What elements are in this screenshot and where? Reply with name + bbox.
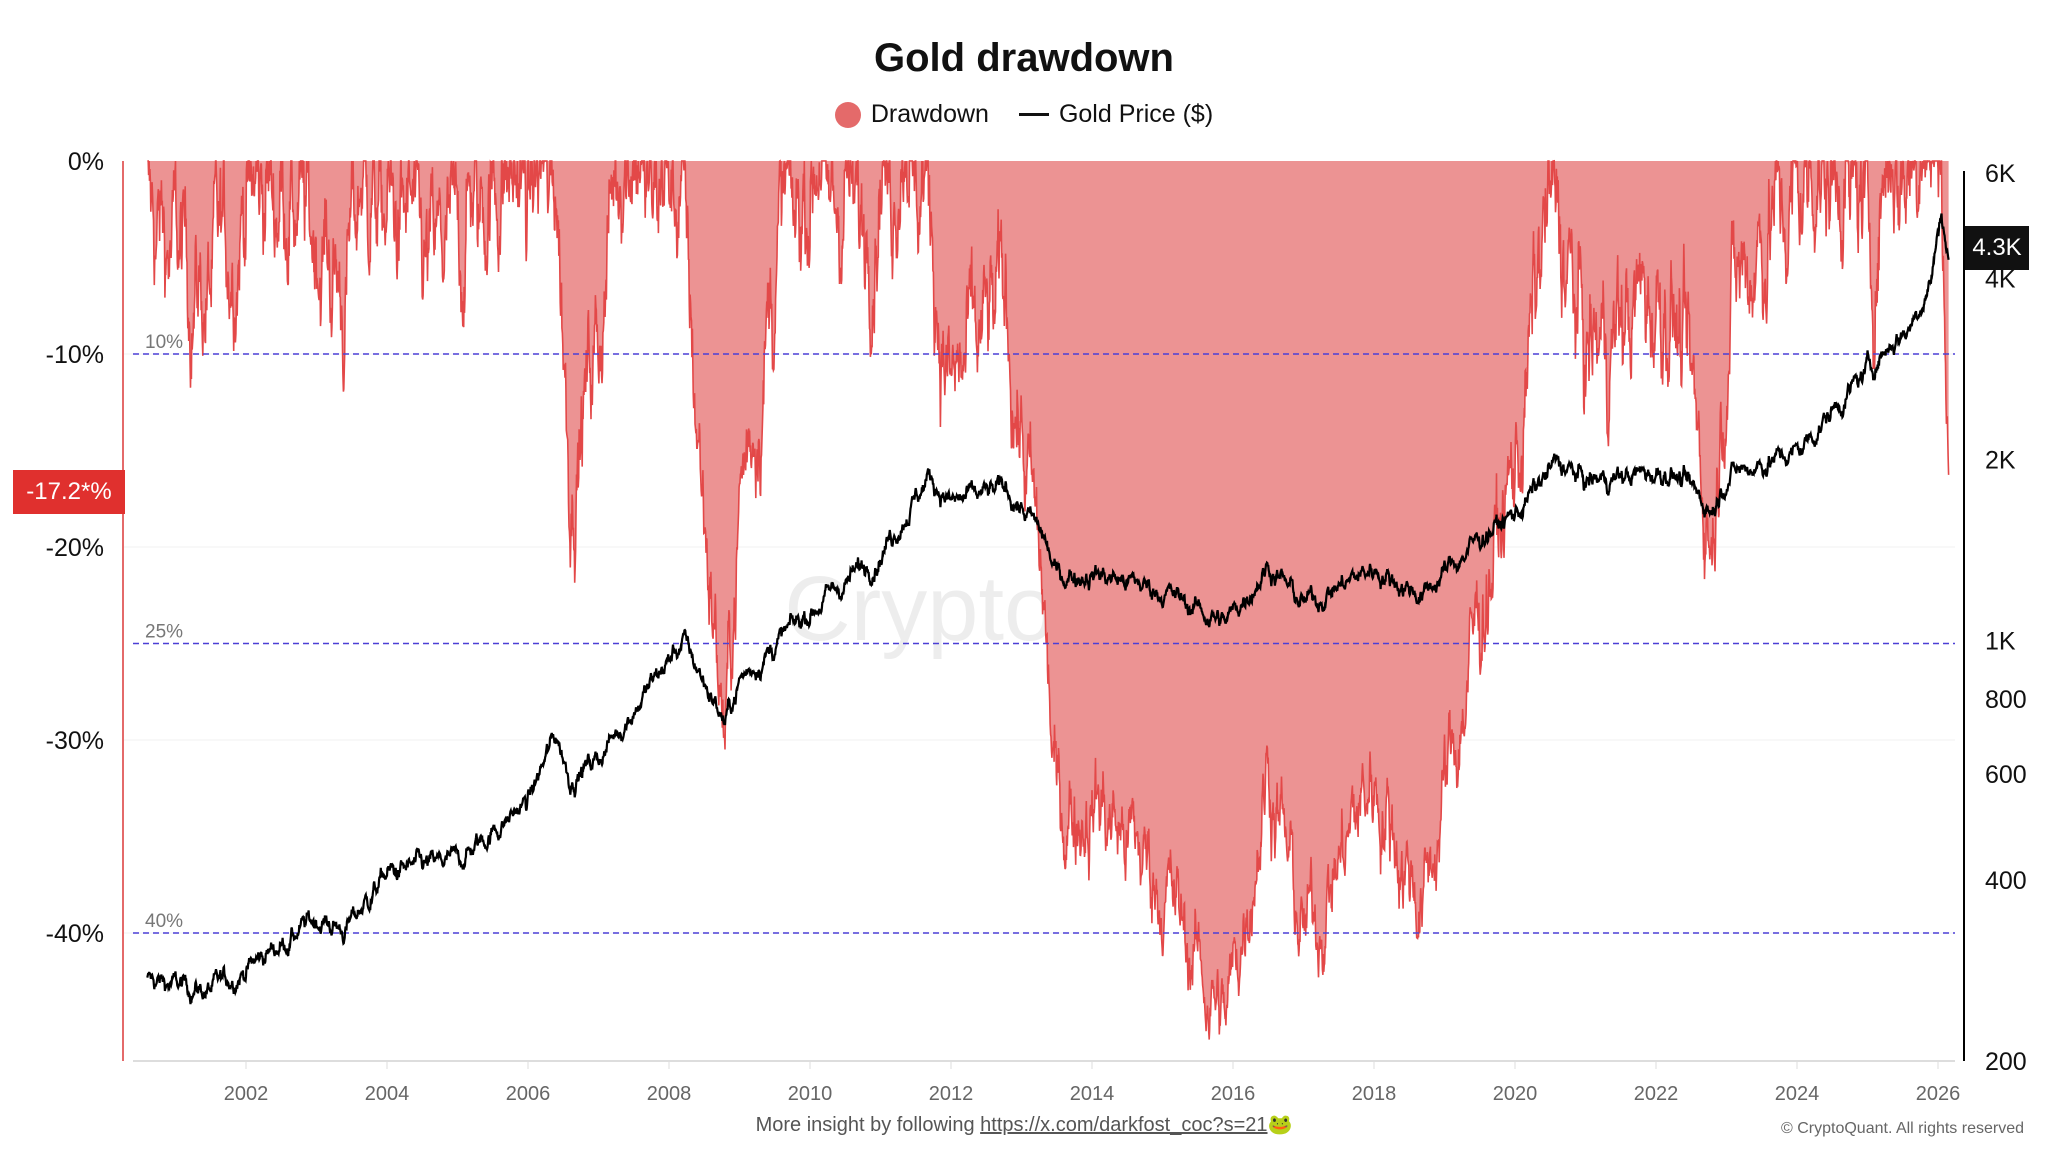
x-tick-label: 2018 — [1352, 1083, 1397, 1105]
x-tick-label: 2004 — [365, 1083, 410, 1105]
guide-label: 40% — [145, 911, 183, 932]
legend-price-label: Gold Price ($) — [1058, 100, 1214, 128]
footer: More insight by following https://x.com/… — [0, 1112, 2048, 1137]
legend: Drawdown Gold Price ($) — [0, 100, 2048, 129]
copyright: © CryptoQuant. All rights reserved — [1781, 1120, 2024, 1137]
x-tick-label: 2010 — [788, 1083, 833, 1105]
legend-drawdown[interactable]: Drawdown — [834, 100, 989, 129]
y-right-tick-label: 800 — [1985, 686, 2027, 714]
y-right-tick-label: 2K — [1985, 447, 2016, 475]
y-right-tick-label: 1K — [1985, 628, 2016, 656]
guide-label: 25% — [145, 622, 183, 643]
y-left-tick-label: -20% — [46, 534, 104, 562]
x-tick-label: 2014 — [1070, 1083, 1115, 1105]
current-drawdown-badge: -17.2*% — [13, 470, 125, 514]
x-tick-label: 2008 — [647, 1083, 692, 1105]
footer-text: More insight by following — [755, 1114, 975, 1136]
frog-emoji-icon: 🐸 — [1267, 1114, 1293, 1136]
x-tick-label: 2002 — [224, 1083, 269, 1105]
y-right-tick-label: 600 — [1985, 761, 2027, 789]
x-tick-label: 2022 — [1634, 1083, 1679, 1105]
y-right-tick-label: 400 — [1985, 867, 2027, 895]
x-tick-label: 2024 — [1775, 1083, 1820, 1105]
gold-price-line — [146, 213, 1950, 1005]
x-tick-label: 2026 — [1916, 1083, 1961, 1105]
y-left-tick-label: 0% — [68, 148, 104, 176]
y-left-tick-label: -10% — [46, 341, 104, 369]
x-tick-label: 2020 — [1493, 1083, 1538, 1105]
legend-price[interactable]: Gold Price ($) — [1018, 100, 1214, 129]
footer-link[interactable]: https://x.com/darkfost_coc?s=21 — [980, 1114, 1268, 1136]
x-tick-label: 2012 — [929, 1083, 974, 1105]
price-swatch-icon — [1018, 113, 1049, 116]
y-right-tick-label: 200 — [1985, 1048, 2027, 1076]
x-tick-label: 2016 — [1211, 1083, 1256, 1105]
legend-drawdown-label: Drawdown — [870, 100, 989, 128]
current-price-badge: 4.3K — [1965, 226, 2029, 270]
guide-label: 10% — [145, 332, 183, 353]
y-right-tick-label: 6K — [1985, 160, 2016, 188]
x-tick-label: 2006 — [506, 1083, 551, 1105]
drawdown-line — [147, 159, 1950, 1040]
y-left-tick-label: -30% — [46, 727, 104, 755]
y-right-tick-label: 4K — [1985, 266, 2016, 294]
drawdown-swatch-icon — [834, 101, 861, 128]
chart-title: Gold drawdown — [874, 36, 1174, 80]
y-left-tick-label: -40% — [46, 920, 104, 948]
drawdown-area — [147, 161, 1949, 1040]
